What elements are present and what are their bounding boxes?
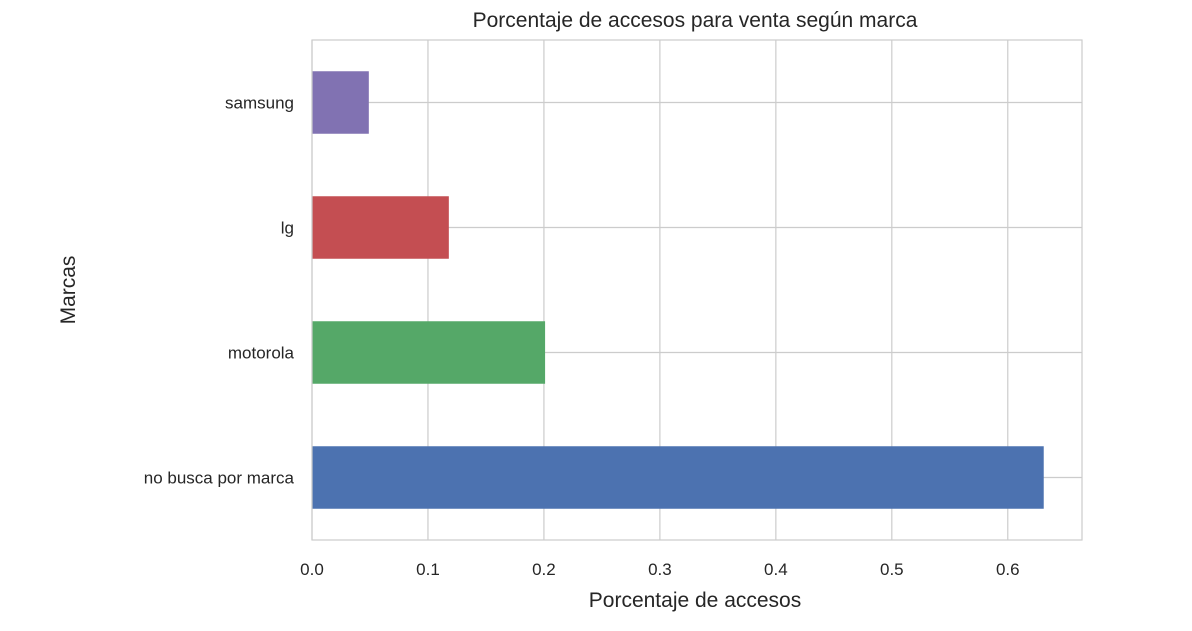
x-tick-label: 0.4 [764, 560, 788, 579]
bar-motorola [312, 321, 546, 384]
grid [311, 40, 1082, 540]
x-tick-label: 0.2 [532, 560, 556, 579]
x-tick-label: 0.6 [996, 560, 1020, 579]
x-tick-label: 0.3 [648, 560, 672, 579]
y-axis-label: Marcas [57, 256, 80, 325]
bar-samsung [312, 71, 369, 134]
tick-labels: 0.0 0.1 0.2 0.3 0.4 0.5 0.6 no busca por marca m… [144, 94, 1020, 580]
bars [312, 71, 1044, 509]
x-tick-label: 0.0 [300, 560, 324, 579]
plot-frame [311, 39, 1083, 541]
y-tick-label: samsung [225, 94, 294, 113]
bar-no-busca-por-marca [312, 446, 1044, 509]
chart-title: Porcentaje de accesos para venta según m… [473, 9, 918, 32]
x-axis-label: Porcentaje de accesos [589, 589, 801, 612]
bar-lg [312, 196, 449, 259]
y-tick-label: motorola [228, 344, 295, 363]
x-tick-label: 0.1 [416, 560, 440, 579]
x-tick-label: 0.5 [880, 560, 904, 579]
y-tick-label: no busca por marca [144, 469, 295, 488]
y-tick-label: lg [281, 219, 294, 238]
